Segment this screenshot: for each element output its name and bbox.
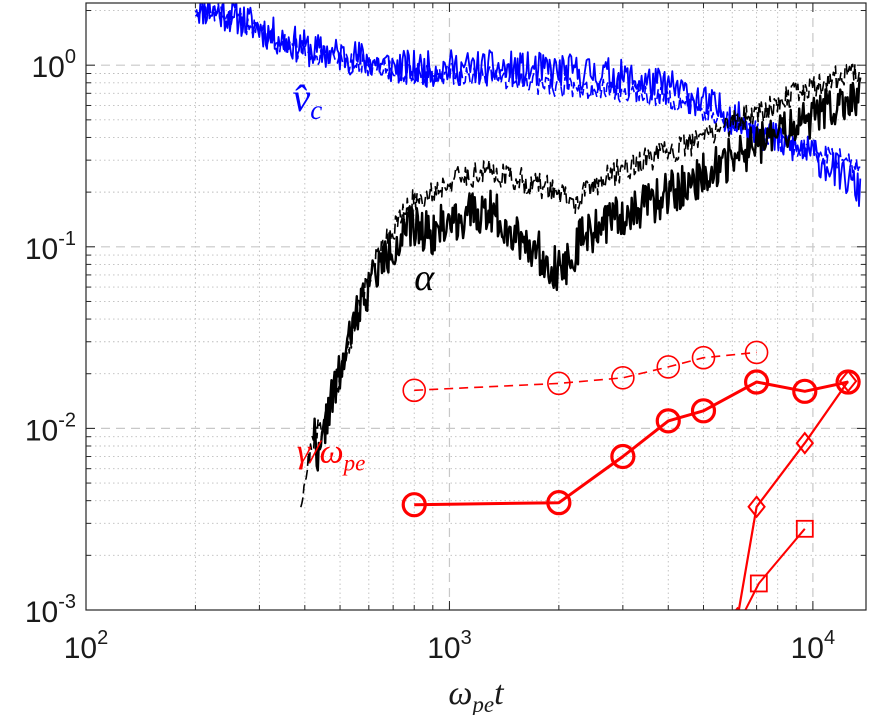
series-gamma-thin-dashed-circles-marker [656, 355, 681, 379]
y-tick-label-base: 10 [25, 414, 58, 447]
grid-layer [86, 3, 866, 610]
x-axis-label: ωpet [448, 675, 505, 715]
series-gamma-diamonds-marker [838, 369, 858, 393]
x-tick-label: 104 [791, 627, 836, 665]
vc-annotation-sub: c [310, 95, 322, 125]
series-gamma-thin-dashed-circles-marker [611, 365, 635, 390]
series-gamma-squares-line [744, 528, 806, 610]
vc-annotation-main: v̂ [293, 75, 311, 120]
gamma-annotation-sub: pe [342, 450, 366, 475]
series-v-c-dashed [194, 3, 861, 174]
series-alpha-dashed-line [300, 63, 862, 508]
series-gamma-thin-dashed-circles-marker [691, 345, 716, 370]
y-tick-label-base: 10 [25, 596, 58, 629]
y-tick-label-exponent: -2 [58, 409, 76, 431]
vc-annotation: v̂c [293, 75, 323, 125]
series-gamma-thin-dashed-circles-marker [744, 340, 769, 365]
alpha-annotation: α [414, 257, 435, 299]
y-tick-label: 10-1 [25, 228, 76, 266]
x-tick-label-base: 10 [427, 632, 460, 665]
series-alpha-solid [311, 77, 862, 472]
x-tick-label-exponent: 2 [97, 627, 108, 649]
series-gamma-diamonds [734, 369, 858, 610]
x-tick-label-exponent: 3 [461, 627, 472, 649]
y-tick-label: 100 [32, 46, 77, 84]
series-gamma-squares [732, 519, 814, 610]
y-tick-label-exponent: 0 [65, 46, 76, 68]
series-gamma-thick-circles-marker [690, 398, 717, 424]
plot-area [194, 3, 862, 610]
series-gamma-squares-marker [795, 519, 814, 538]
x-tick-label: 103 [427, 627, 472, 665]
y-tick-label-base: 10 [25, 233, 58, 266]
y-tick-label-exponent: -3 [58, 591, 76, 613]
gamma-annotation: γ/ωpe [297, 433, 366, 475]
series-gamma-thick-circles-marker [743, 369, 770, 395]
series-gamma-thick-circles-marker [546, 490, 572, 516]
series-gamma-thin-dashed-circles-marker [547, 371, 571, 396]
y-tick-label-exponent: -1 [58, 228, 76, 250]
series-gamma-thick-circles-marker [655, 408, 681, 434]
series-gamma-thin-dashed-circles-line [414, 351, 757, 392]
series-alpha-solid-line [311, 77, 862, 472]
x-axis-label-sub: pe [470, 692, 494, 715]
x-tick-label-base: 10 [791, 632, 824, 665]
x-axis-label-tail: t [494, 675, 505, 712]
axes-frame [85, 2, 867, 611]
series-gamma-thin-dashed-circles [402, 340, 769, 403]
x-tick-label-exponent: 4 [824, 627, 835, 649]
series-alpha-dashed [300, 63, 862, 508]
tick-layer [85, 3, 866, 611]
series-gamma-thick-circles-marker [610, 443, 636, 470]
series-gamma-squares-marker [749, 574, 768, 593]
series-gamma-thick-circles-line [414, 380, 849, 507]
series-gamma-diamonds-marker [747, 495, 766, 519]
series-v-c-dashed-line [194, 3, 861, 174]
series-gamma-thick-circles-marker [792, 378, 818, 404]
x-tick-label-base: 10 [64, 632, 97, 665]
series-gamma-thick-circles-marker [401, 492, 427, 518]
series-gamma-diamonds-line [737, 380, 850, 610]
series-gamma-thin-dashed-circles-marker [402, 378, 427, 403]
x-axis-label-main: ω [448, 675, 472, 712]
y-tick-label: 10-3 [25, 591, 76, 629]
y-tick-label: 10-2 [25, 409, 76, 447]
series-gamma-diamonds-marker [795, 431, 815, 455]
gamma-annotation-main: γ/ω [297, 433, 344, 470]
y-tick-label-base: 10 [32, 51, 65, 84]
alpha-annotation-main: α [414, 257, 435, 299]
x-tick-label: 102 [64, 627, 109, 665]
